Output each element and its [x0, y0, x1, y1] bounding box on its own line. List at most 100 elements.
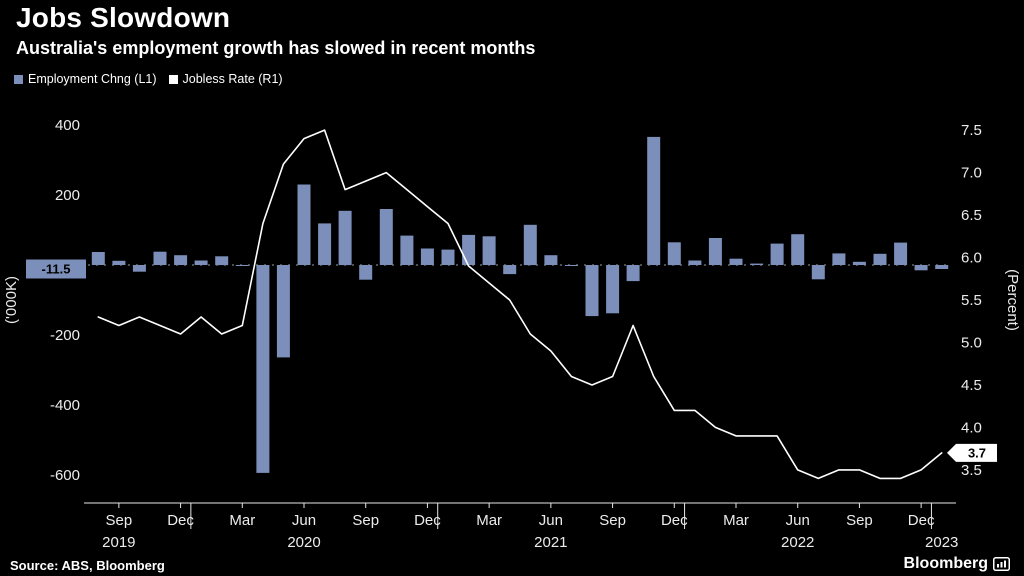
right-tick-label: 7.0	[961, 165, 982, 182]
chart-canvas: Sep Dec Mar Jun Sep Dec Mar Jun Sep Dec Mar Jun Sep D…	[3, 117, 1021, 551]
x-axis: Sep Dec Mar Jun Sep Dec Mar Jun Sep Dec Mar Jun Sep D…	[84, 502, 958, 551]
source-note: Source: ABS, Bloomberg	[10, 558, 165, 573]
bar-nov-2021	[647, 136, 661, 265]
svg-text:3.7: 3.7	[968, 445, 986, 460]
x-tick-label: Jun	[786, 512, 810, 529]
left-tick-label: -400	[50, 397, 80, 414]
x-tick-label: Sep	[846, 512, 873, 529]
legend-item-1: Jobless Rate (R1)	[168, 72, 283, 86]
bar-may-2021	[523, 224, 537, 266]
jobless-rate-line	[97, 129, 943, 480]
bar-oct-2022	[873, 253, 887, 265]
bar-jan-2022	[688, 260, 702, 265]
legend-swatch-icon	[168, 74, 178, 84]
left-tick-label: -200	[50, 327, 80, 344]
right-tick-label: 6.0	[961, 250, 982, 267]
bar-feb-2021	[462, 234, 476, 265]
legend: Employment Chng (L1) Jobless Rate (R1)	[14, 72, 283, 86]
right-tick-label: 4.5	[961, 377, 982, 394]
bloomberg-wordmark: Bloomberg	[903, 555, 988, 572]
right-tick-label: 5.0	[961, 334, 982, 351]
year-label: 2023	[925, 534, 958, 551]
x-tick-label: Dec	[908, 512, 935, 529]
chart-title: Jobs Slowdown	[16, 2, 231, 33]
right-axis-title: (Percent)	[1004, 269, 1021, 331]
bar-dec-2019	[174, 255, 188, 265]
bar-apr-2022	[750, 263, 764, 265]
x-tick-label: Sep	[352, 512, 379, 529]
bar-nov-2022	[894, 242, 908, 265]
x-tick-label: Mar	[723, 512, 749, 529]
x-tick-label: Dec	[414, 512, 441, 529]
left-tick-label: -600	[50, 467, 80, 484]
bar-aug-2020	[338, 210, 352, 266]
right-axis-labels: 7.5 7.0 6.5 6.0 5.5 5.0 4.5 4.0 3.5	[961, 122, 982, 479]
bar-mar-2022	[729, 258, 743, 265]
x-tick-label: Mar	[229, 512, 255, 529]
year-label: 2022	[781, 534, 814, 551]
bar-jul-2020	[318, 223, 332, 265]
bar-jan-2020	[194, 260, 208, 265]
bar-apr-2021	[503, 265, 517, 275]
bar-aug-2021	[585, 265, 599, 317]
bar-aug-2019	[91, 252, 105, 265]
bar-jun-2022	[791, 234, 805, 265]
x-tick-label: Sep	[106, 512, 133, 529]
bar-nov-2019	[153, 251, 167, 265]
left-tick-label: 400	[55, 117, 80, 134]
x-tick-label: Jun	[292, 512, 316, 529]
svg-text:-11.5: -11.5	[42, 262, 71, 277]
bar-dec-2020	[420, 248, 434, 265]
right-tick-label: 3.5	[961, 462, 982, 479]
x-tick-label: Dec	[661, 512, 688, 529]
right-tick-label: 4.0	[961, 419, 982, 436]
bar-apr-2020	[256, 265, 270, 473]
bar-mar-2020	[235, 265, 249, 266]
bar-jun-2020	[297, 184, 311, 265]
x-tick-label: Sep	[599, 512, 626, 529]
x-tick-label: Mar	[476, 512, 502, 529]
bar-feb-2020	[215, 256, 229, 266]
bar-dec-2022	[914, 265, 928, 271]
bar-feb-2022	[708, 238, 722, 265]
bloomberg-logo: Bloomberg	[904, 555, 1010, 573]
x-tick-label: Dec	[167, 512, 194, 529]
bloomberg-terminal-icon	[993, 557, 1010, 571]
bar-sep-2020	[359, 265, 373, 280]
x-tick-label: Jun	[539, 512, 563, 529]
bar-sep-2021	[606, 265, 620, 314]
bar-jul-2022	[811, 265, 825, 280]
year-label: 2020	[287, 534, 320, 551]
bar-oct-2019	[132, 265, 146, 272]
right-tick-label: 6.5	[961, 207, 982, 224]
bar-dec-2021	[667, 242, 681, 266]
bar-sep-2019	[112, 260, 126, 265]
left-tick-label: 200	[55, 187, 80, 204]
bar-jan-2021	[441, 249, 455, 265]
bar-oct-2020	[379, 209, 393, 265]
bar-sep-2022	[852, 261, 866, 265]
bar-mar-2021	[482, 236, 496, 265]
bar-jan-2023	[935, 265, 949, 269]
employment-bars	[91, 136, 949, 473]
last-value-label-left: -11.5	[26, 259, 86, 279]
year-label: 2021	[534, 534, 567, 551]
legend-item-0: Employment Chng (L1)	[14, 72, 157, 86]
left-axis-title: ('000K)	[3, 276, 20, 324]
bar-may-2020	[276, 265, 290, 358]
bar-jul-2021	[564, 265, 578, 266]
right-tick-label: 5.5	[961, 292, 982, 309]
last-value-label-right: 3.7	[947, 443, 997, 462]
left-axis-labels: 400 200 -200 -400 -600	[50, 117, 80, 484]
bar-oct-2021	[626, 265, 640, 282]
bar-jun-2021	[544, 255, 558, 265]
chart-subtitle: Australia's employment growth has slowed…	[16, 38, 536, 58]
legend-label: Employment Chng (L1)	[28, 72, 157, 86]
bar-nov-2020	[400, 235, 414, 265]
year-label: 2019	[102, 534, 135, 551]
right-tick-label: 7.5	[961, 122, 982, 139]
bar-may-2022	[770, 243, 784, 265]
legend-swatch-icon	[14, 74, 23, 84]
legend-label: Jobless Rate (R1)	[182, 72, 283, 86]
